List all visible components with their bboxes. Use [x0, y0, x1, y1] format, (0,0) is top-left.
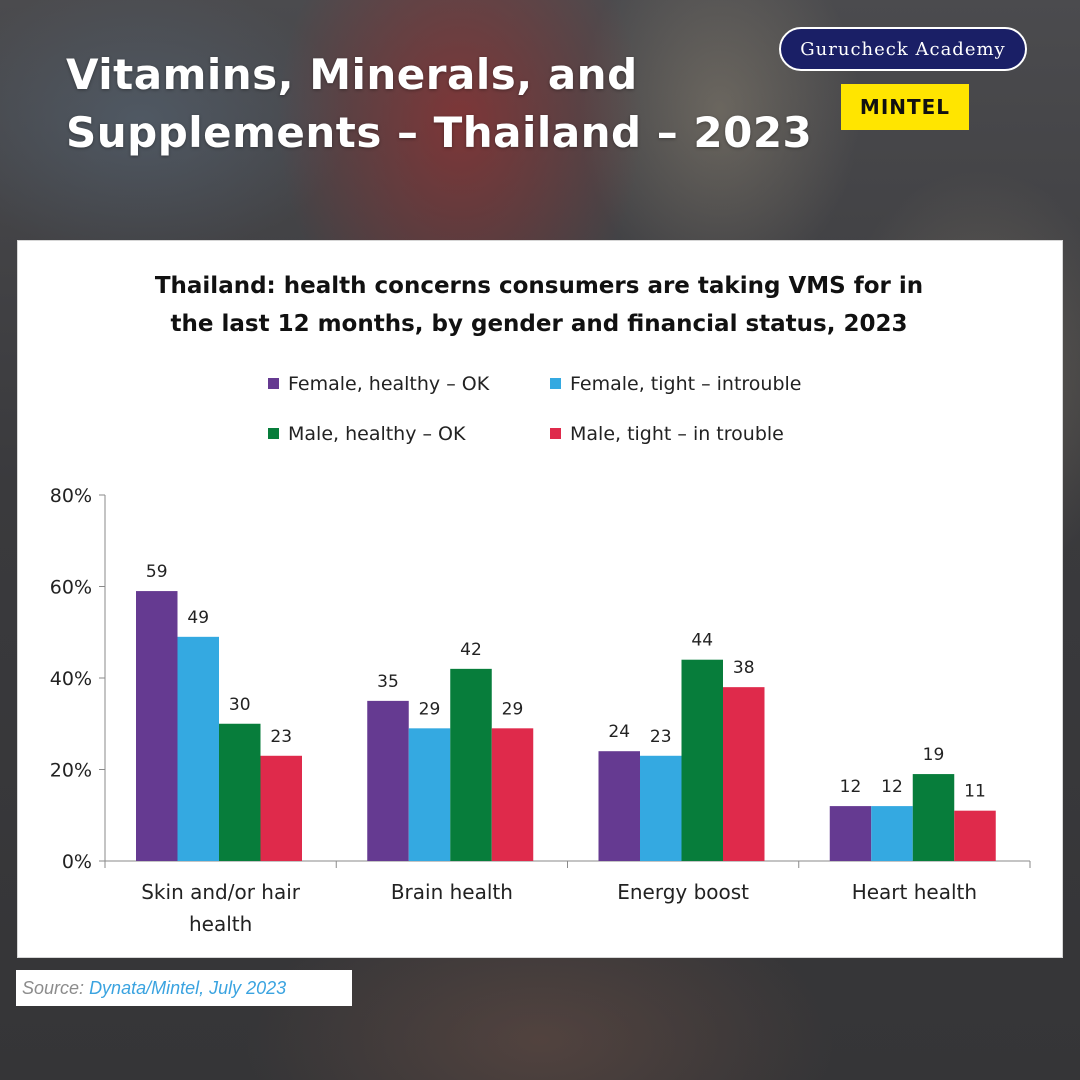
- bar-value-label: 11: [964, 782, 986, 802]
- bar: [260, 755, 302, 861]
- gurucheck-academy-logo: Gurucheck Academy: [779, 27, 1027, 71]
- bar: [136, 591, 178, 861]
- bar: [912, 774, 955, 861]
- chart-bars: 59 35 24 12 49 29 23 12 30 42 44 19 23 29 38 11: [136, 562, 996, 861]
- title-line-1: Vitamins, Minerals, and: [66, 50, 638, 99]
- bar: [871, 806, 913, 861]
- bar-value-label: 12: [840, 777, 862, 797]
- chart-panel: Thailand: health concerns consumers are …: [17, 240, 1063, 958]
- y-tick-label: 40%: [50, 668, 92, 690]
- bar-value-label: 24: [608, 722, 630, 742]
- chart-title-line-2: the last 12 months, by gender and financ…: [171, 311, 908, 337]
- bar: [408, 728, 451, 861]
- y-tick-label: 20%: [50, 760, 92, 782]
- bar-value-label: 49: [187, 608, 209, 628]
- bar: [954, 810, 996, 861]
- chart-axes: 0% 20% 40% 60% 80% Skin and/or hair health Brai…: [50, 485, 1031, 936]
- bar: [723, 687, 765, 861]
- bar-value-label: 29: [502, 699, 524, 719]
- bar-value-label: 35: [377, 672, 399, 692]
- bar-value-label: 30: [229, 695, 251, 715]
- x-category-label: health: [189, 912, 252, 936]
- chart-title-line-1: Thailand: health concerns consumers are …: [155, 273, 923, 299]
- bar-value-label: 23: [650, 727, 672, 747]
- bar: [829, 806, 872, 861]
- bar: [681, 659, 723, 861]
- bar: [598, 751, 640, 861]
- source-label: Source:: [22, 978, 85, 998]
- y-tick-label: 80%: [50, 485, 92, 507]
- bar: [177, 636, 219, 861]
- x-category-label: Brain health: [391, 880, 513, 904]
- bar: [450, 668, 492, 861]
- bar-value-label: 44: [691, 631, 713, 651]
- source-note: Source: Dynata/Mintel, July 2023: [16, 970, 352, 1006]
- bar: [219, 723, 261, 861]
- legend-label-1: Female, tight – introuble: [570, 373, 802, 395]
- chart-title: Thailand: health concerns consumers are …: [155, 273, 923, 337]
- legend-swatch-2: [268, 428, 279, 439]
- legend-swatch-3: [550, 428, 561, 439]
- bar-value-label: 38: [733, 658, 755, 678]
- source-value: Dynata/Mintel, July 2023: [89, 978, 287, 998]
- title-line-2: Supplements – Thailand – 2023: [66, 108, 813, 157]
- bar-value-label: 23: [270, 727, 292, 747]
- x-category-label: Heart health: [852, 880, 977, 904]
- y-tick-label: 0%: [62, 851, 92, 873]
- mintel-logo: MINTEL: [841, 84, 969, 130]
- bar-value-label: 42: [460, 640, 482, 660]
- bar: [491, 728, 534, 861]
- bar-value-label: 29: [419, 699, 441, 719]
- bar-value-label: 19: [923, 745, 945, 765]
- legend-label-3: Male, tight – in trouble: [570, 423, 784, 445]
- legend-swatch-1: [550, 378, 561, 389]
- bar-value-label: 59: [146, 562, 168, 582]
- bar-chart: Thailand: health concerns consumers are …: [50, 273, 1031, 936]
- bar: [640, 755, 682, 861]
- bar: [367, 700, 409, 861]
- y-tick-label: 60%: [50, 577, 92, 599]
- legend-swatch-0: [268, 378, 279, 389]
- bar-value-label: 12: [881, 777, 903, 797]
- legend-label-2: Male, healthy – OK: [288, 423, 466, 445]
- legend-label-0: Female, healthy – OK: [288, 373, 490, 395]
- x-category-label: Energy boost: [617, 880, 749, 904]
- chart-legend: Female, healthy – OK Female, tight – intr…: [268, 373, 802, 445]
- x-category-label: Skin and/or hair: [141, 880, 301, 904]
- page-title: Vitamins, Minerals, and Supplements – Th…: [66, 46, 812, 162]
